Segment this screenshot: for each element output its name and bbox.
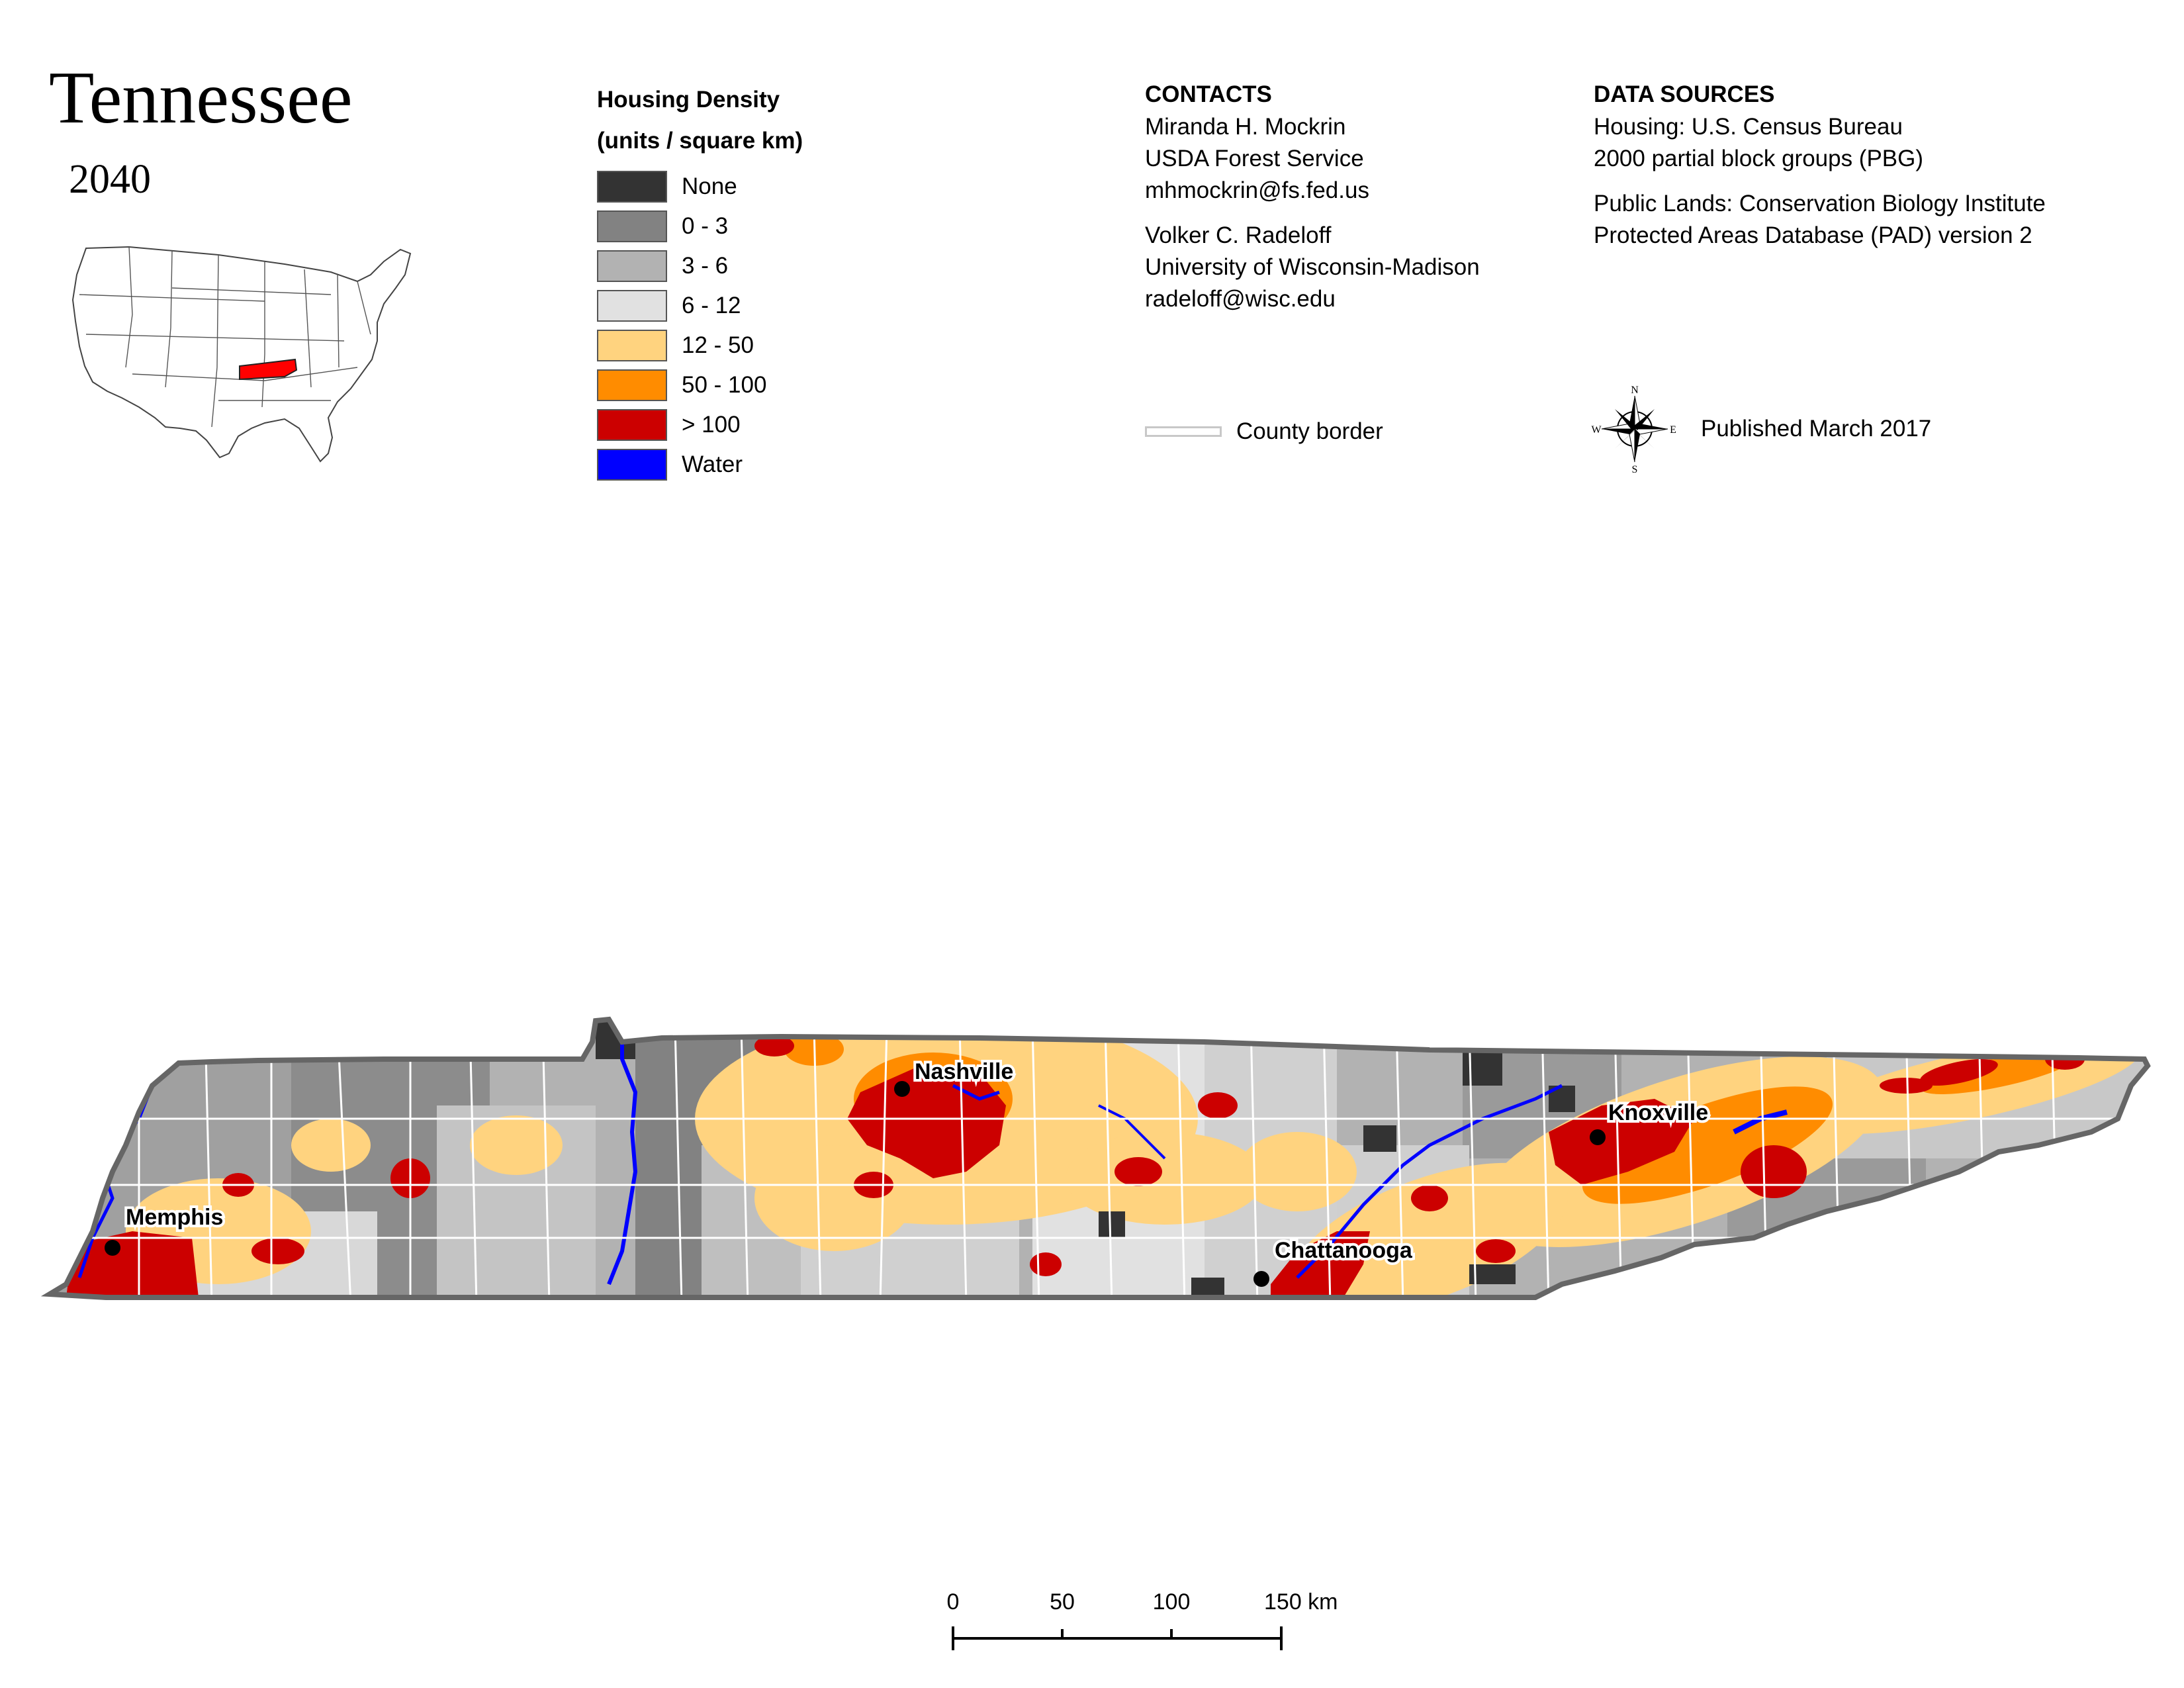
contact-2-name: Volker C. Radeloff	[1145, 222, 1332, 248]
data-sources-block: DATA SOURCES Housing: U.S. Census Bureau…	[1594, 79, 2163, 252]
tennessee-river	[607, 1026, 638, 1286]
legend: Housing Density (units / square km) None…	[597, 79, 803, 485]
source-housing-1: Housing: U.S. Census Bureau	[1594, 114, 1903, 140]
swatch-none	[597, 171, 667, 203]
legend-item-6-12: 6 - 12	[597, 286, 803, 326]
source-lands-1: Public Lands: Conservation Biology Insti…	[1594, 191, 2046, 216]
legend-item-3-6: 3 - 6	[597, 246, 803, 286]
chattanooga-label: Chattanooga	[1275, 1238, 1413, 1263]
contacts-block: CONTACTS Miranda H. Mockrin USDA Forest …	[1145, 79, 1516, 315]
legend-item-0-3: 0 - 3	[597, 207, 803, 246]
scale-tick-0: 0	[947, 1589, 960, 1615]
swatch-6-12	[597, 290, 667, 322]
tennessee-highlight	[239, 358, 298, 381]
swatch-12-50	[597, 330, 667, 361]
us-inset-map	[71, 246, 412, 463]
memphis-label: Memphis	[126, 1205, 223, 1230]
city-memphis: Memphis	[105, 1202, 226, 1256]
compass-w: W	[1591, 424, 1602, 436]
nashville-marker	[894, 1081, 910, 1097]
compass-n: N	[1631, 385, 1639, 396]
swatch-0-3	[597, 211, 667, 242]
knoxville-marker	[1590, 1129, 1606, 1145]
legend-item-water: Water	[597, 445, 803, 485]
tennessee-outline	[40, 1016, 2151, 1300]
legend-item-50-100: 50 - 100	[597, 365, 803, 405]
knoxville-label: Knoxville	[1608, 1100, 1708, 1125]
compass-e: E	[1670, 424, 1676, 436]
scale-tick-50: 50	[1050, 1589, 1075, 1615]
chattanooga-urban-core	[1271, 1231, 1370, 1297]
memphis-marker	[105, 1240, 120, 1256]
map-year: 2040	[69, 157, 151, 202]
scale-tick-100: 100	[1153, 1589, 1191, 1615]
county-border-legend: County border	[1145, 416, 1383, 447]
legend-item-12-50: 12 - 50	[597, 326, 803, 365]
scale-bar: 0 50 100 150 km	[947, 1589, 1338, 1650]
legend-item-none: None	[597, 167, 803, 207]
swatch-50-100	[597, 369, 667, 401]
published-date: Published March 2017	[1701, 416, 1932, 442]
city-knoxville: Knoxville	[1590, 1098, 1711, 1145]
compass-rose-icon: N S E W	[1591, 385, 1676, 475]
legend-item-gt-100: > 100	[597, 405, 803, 445]
contact-2-org: University of Wisconsin-Madison	[1145, 254, 1480, 280]
source-housing-2: 2000 partial block groups (PBG)	[1594, 146, 1924, 171]
city-nashville: Nashville	[894, 1056, 1016, 1097]
scale-tick-150: 150 km	[1264, 1589, 1338, 1615]
knoxville-urban-core	[1549, 1099, 1694, 1185]
swatch-3-6	[597, 250, 667, 282]
swatch-water	[597, 449, 667, 481]
swatch-gt-100	[597, 409, 667, 441]
contact-1-name: Miranda H. Mockrin	[1145, 114, 1346, 140]
memphis-urban-core	[66, 1231, 199, 1297]
county-border-swatch	[1145, 426, 1222, 437]
legend-units: (units / square km)	[597, 128, 803, 154]
contacts-heading: CONTACTS	[1145, 81, 1272, 107]
county-border-label: County border	[1236, 418, 1383, 444]
city-chattanooga: Chattanooga	[1253, 1235, 1416, 1287]
contact-1-org: USDA Forest Service	[1145, 146, 1364, 171]
map-title: Tennessee	[49, 57, 353, 139]
data-sources-heading: DATA SOURCES	[1594, 81, 1775, 107]
source-lands-2: Protected Areas Database (PAD) version 2	[1594, 222, 2032, 248]
contact-2-email[interactable]: radeloff@wisc.edu	[1145, 286, 1336, 312]
tennessee-housing-density-map: Nashville Knoxville Memphis Chattanooga	[40, 1016, 2151, 1300]
nashville-label: Nashville	[915, 1059, 1013, 1084]
us-outline	[71, 246, 412, 463]
compass-s: S	[1632, 464, 1638, 475]
chattanooga-marker	[1253, 1271, 1269, 1287]
contact-1-email[interactable]: mhmockrin@fs.fed.us	[1145, 177, 1369, 203]
legend-heading: Housing Density	[597, 87, 780, 113]
